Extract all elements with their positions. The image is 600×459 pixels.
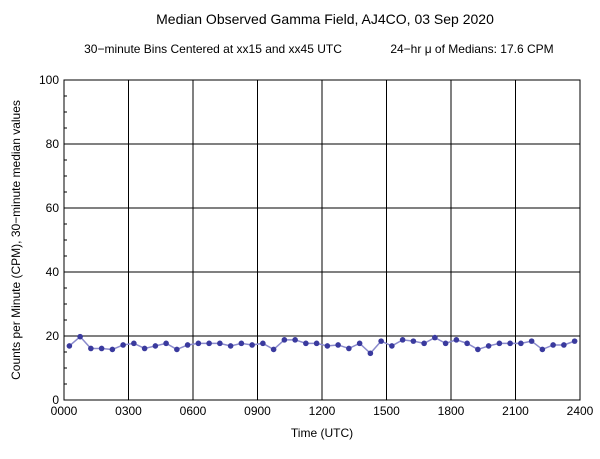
data-point (496, 340, 503, 347)
data-point (410, 338, 417, 344)
x-tick-label: 1200 (309, 404, 336, 418)
y-tick-label: 80 (46, 137, 60, 151)
data-point (249, 342, 255, 348)
data-point (442, 340, 449, 347)
chart-title: Median Observed Gamma Field, AJ4CO, 03 S… (156, 11, 494, 27)
data-point (163, 340, 169, 347)
x-tick-label: 2400 (567, 404, 594, 418)
x-tick-label: 0300 (115, 404, 142, 418)
data-point (88, 345, 94, 352)
y-tick-label: 60 (46, 201, 60, 215)
data-point (550, 342, 556, 348)
data-point (399, 337, 406, 343)
chart-subtitle-right: 24−hr μ of Medians: 17.6 CPM (390, 42, 553, 56)
data-point (98, 345, 105, 352)
data-point (356, 340, 363, 347)
data-point (378, 338, 384, 344)
data-point (313, 340, 320, 347)
y-tick-label: 20 (46, 329, 60, 343)
data-point (528, 338, 535, 344)
data-point (281, 337, 288, 343)
y-axis-label: Counts per Minute (CPM), 30−minute media… (9, 100, 23, 380)
data-point (270, 346, 277, 353)
y-tick-label: 40 (46, 265, 60, 279)
data-point (195, 340, 202, 347)
data-point (120, 342, 126, 348)
data-point (174, 346, 180, 353)
data-point (131, 340, 137, 347)
data-point (453, 337, 460, 343)
data-point (77, 333, 83, 340)
data-point (475, 346, 481, 353)
x-tick-label: 0900 (244, 404, 271, 418)
data-point (346, 345, 352, 352)
y-tick-label: 0 (52, 393, 59, 407)
data-point (292, 337, 298, 343)
data-point (389, 343, 395, 349)
data-point (518, 340, 524, 347)
x-axis-label: Time (UTC) (291, 426, 353, 440)
data-point (66, 343, 73, 349)
data-point (561, 342, 567, 348)
data-point (184, 342, 191, 348)
data-point (109, 346, 116, 353)
data-point (507, 340, 513, 347)
x-tick-label: 2100 (502, 404, 529, 418)
data-point (141, 345, 148, 352)
data-point (227, 343, 234, 349)
data-point (571, 338, 578, 344)
data-point (432, 334, 438, 341)
data-point (217, 340, 223, 347)
data-point (335, 342, 341, 348)
data-point (152, 343, 159, 349)
data-point (485, 343, 492, 349)
x-tick-label: 0600 (180, 404, 207, 418)
x-tick-label: 0000 (51, 404, 78, 418)
data-point (260, 340, 266, 347)
x-tick-label: 1800 (438, 404, 465, 418)
data-point (238, 340, 245, 347)
data-point (464, 340, 470, 347)
data-point (367, 350, 374, 357)
chart-subtitle-left: 30−minute Bins Centered at xx15 and xx45… (84, 42, 342, 56)
y-tick-label: 100 (39, 73, 59, 87)
data-point (421, 340, 427, 347)
data-point (324, 343, 331, 349)
data-point (303, 340, 309, 347)
x-tick-label: 1500 (373, 404, 400, 418)
data-point (539, 346, 546, 353)
data-point (206, 340, 212, 347)
